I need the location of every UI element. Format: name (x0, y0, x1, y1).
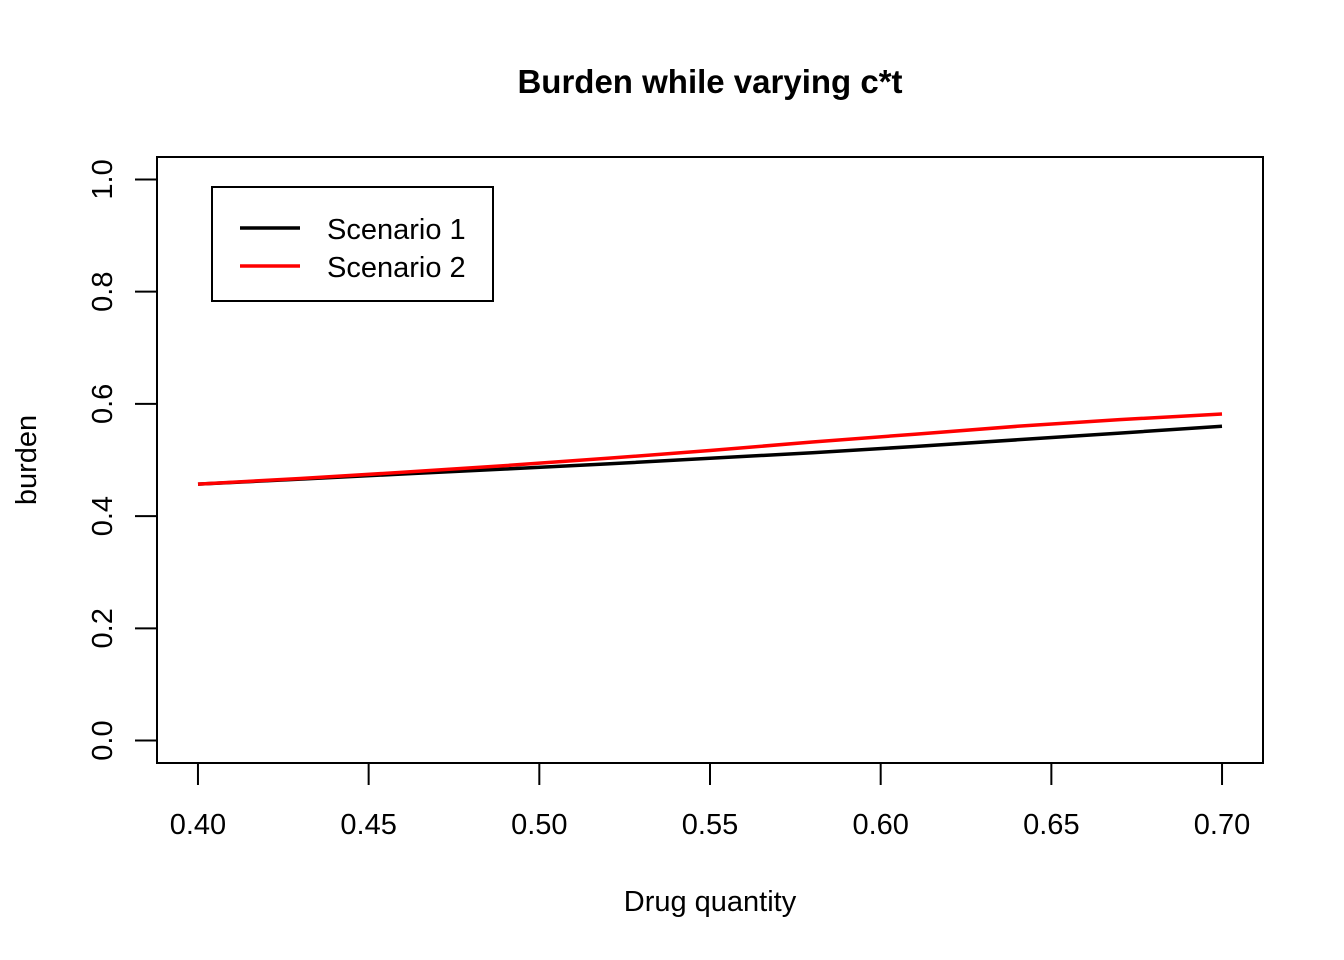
y-tick-label: 0.8 (87, 272, 119, 312)
legend-label-scenario-1: Scenario 1 (327, 214, 466, 246)
y-tick-label: 0.6 (87, 384, 119, 424)
x-tick-label: 0.70 (1194, 809, 1250, 841)
x-tick-label: 0.45 (340, 809, 396, 841)
y-axis-label: burden (11, 415, 43, 505)
series-line-2 (197, 412, 1223, 486)
y-tick-label: 0.2 (87, 608, 119, 648)
x-axis-label: Drug quantity (624, 886, 797, 918)
y-tick-label: 1.0 (87, 159, 119, 199)
x-tick-label: 0.60 (852, 809, 908, 841)
x-tick-label: 0.40 (170, 809, 226, 841)
legend-box (211, 186, 494, 302)
legend: Scenario 1 Scenario 2 (211, 186, 494, 302)
y-axis: 0.0 0.2 0.4 0.6 0.8 1.0 (87, 159, 158, 761)
x-tick-label: 0.50 (511, 809, 567, 841)
y-tick-label: 0.0 (87, 720, 119, 760)
legend-label-scenario-2: Scenario 2 (327, 252, 466, 284)
chart-title: Burden while varying c*t (517, 63, 902, 100)
x-axis: 0.40 0.45 0.50 0.55 0.60 0.65 0.70 (170, 762, 1250, 841)
y-tick-label: 0.4 (87, 496, 119, 536)
x-tick-label: 0.55 (682, 809, 738, 841)
x-tick-label: 0.65 (1023, 809, 1079, 841)
series-group (197, 412, 1223, 486)
